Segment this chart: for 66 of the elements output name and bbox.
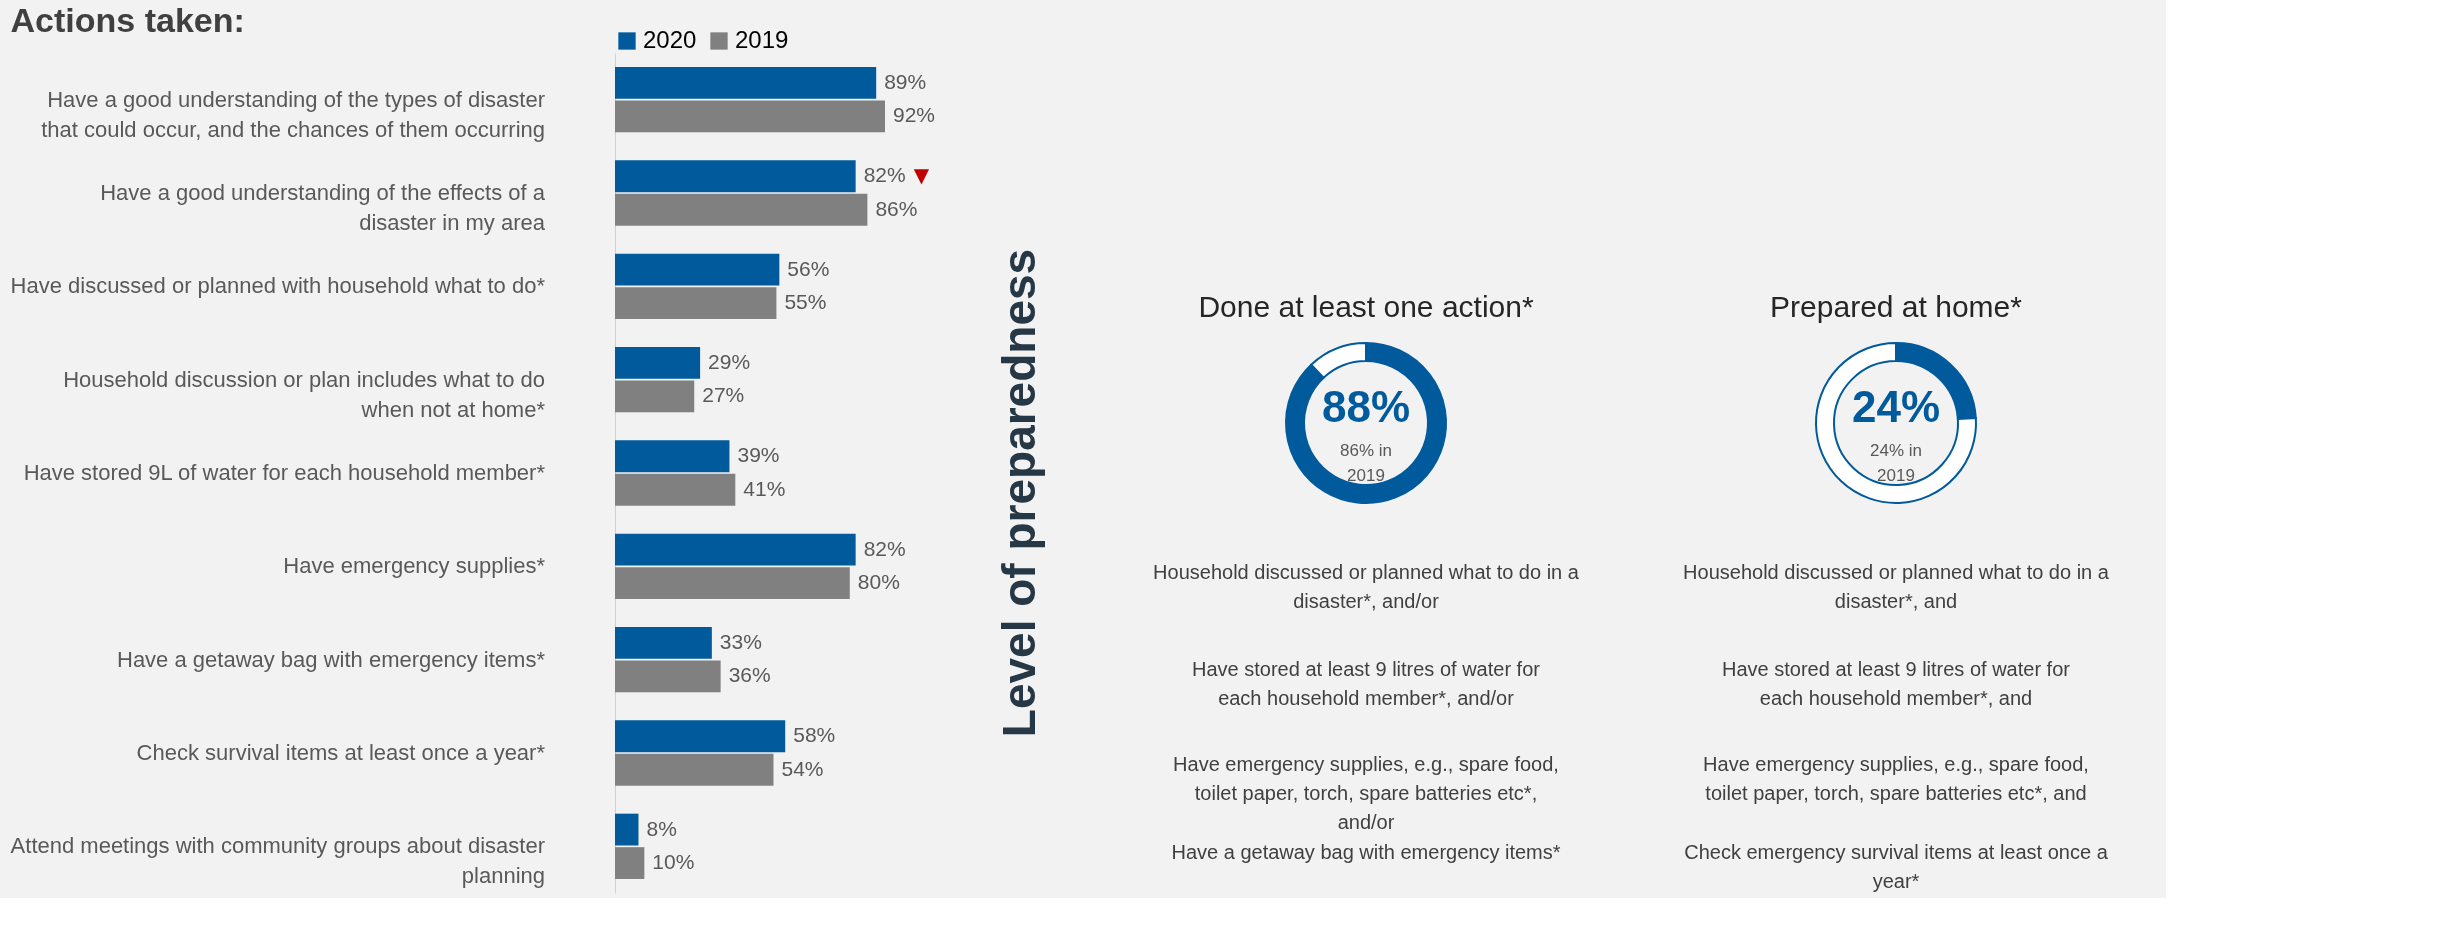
bar [615,287,777,319]
data-label: 33% [719,629,762,653]
bar [615,753,774,786]
legend-label: 2020 [643,26,697,53]
bar [615,100,885,133]
y-tick-label: Have emergency supplies* [283,553,546,579]
bar [615,473,736,506]
data-label: 10% [652,850,695,874]
bar [615,253,780,286]
y-tick-label: Check survival items at least once a year* [136,740,546,765]
y-tick-label: Have stored 9L of water for each household member* [23,460,546,485]
data-label: 41% [743,476,786,500]
bar [615,567,850,599]
bar [615,627,712,659]
chart-title: Done at least one action* [1198,290,1534,323]
bar [615,160,856,193]
data-label: 80% [857,570,900,594]
donut-slice [1285,342,1447,504]
text: Have emergency supplies, e.g., spare food, toilet paper, torch, spare batteries etc*, and [1703,753,2089,804]
legend-label: 2019 [735,26,789,53]
y-tick-label: Have a good understanding of the effects of a disaster in my area [100,180,546,235]
data-label: 58% [793,723,836,747]
data-label: 82% [863,536,906,560]
data-label: 86% [875,196,918,220]
chart-title: Prepared at home* [1770,290,2023,323]
text: Household discussed or planned what to do in a disaster*, and [1683,561,2110,612]
text: Have a getaway bag with emergency items* [1171,841,1561,863]
text: Have emergency supplies, e.g., spare food, toilet paper, torch, spare batteries etc*, and/or [1173,753,1559,833]
data-label: 36% [728,663,771,687]
data-label: 39% [737,443,780,467]
text: 24% in 2019 [1870,441,1922,485]
y-tick-label: Household discussion or plan includes what to do when not at home* [63,366,546,422]
data-label: 92% [893,103,936,127]
bar [615,380,695,413]
text: Household discussed or planned what to do in a disaster*, and/or [1153,561,1580,612]
bar [615,660,721,693]
data-label: 54% [781,756,824,780]
text: 86% in 2019 [1340,441,1392,485]
data-label: 8% [646,816,677,840]
text: Level of preparedness [993,248,1045,738]
y-tick-label: Attend meetings with community groups about disaster planning [10,833,545,889]
data-label: 89% [884,69,927,93]
data-label: 56% [787,256,830,280]
text: Check emergency survival items at least once a year* [1684,841,2109,892]
bar [615,67,877,99]
donut-slice [1815,342,1977,504]
data-label: 55% [784,290,827,314]
text: Actions taken: [10,1,245,39]
bar [615,720,786,753]
text: Have stored at least 9 litres of water for each household member*, and/or [1192,658,1541,709]
y-tick-label: Have a good understanding of the types of disaster that could occur, and the chances of them occurring [41,86,545,142]
text: Have stored at least 9 litres of water for each household member*, and [1722,658,2071,709]
text: 88% [1321,382,1411,431]
bar [615,533,856,566]
bar [615,440,730,473]
text: 24% [1851,382,1941,431]
text: ▼ [913,163,930,188]
data-label: 29% [708,349,751,373]
y-tick-label: Have a getaway bag with emergency items* [117,646,546,672]
bar [615,193,868,226]
bar [615,847,645,879]
data-label: 27% [702,383,745,407]
y-tick-label: Have discussed or planned with household what to do* [10,273,546,299]
data-label: 82% [863,163,906,187]
bar [615,813,639,846]
bar [615,347,701,379]
